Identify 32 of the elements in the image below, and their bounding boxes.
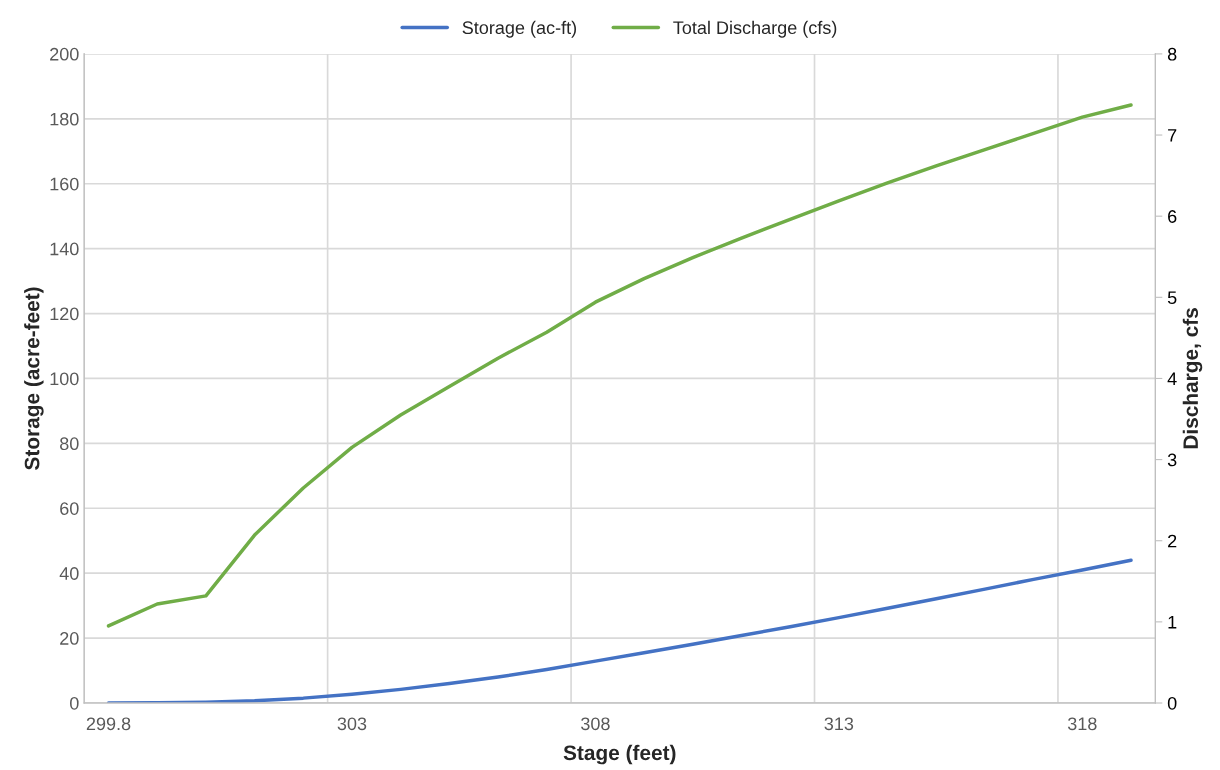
x-tick-label: 299.8 (86, 717, 131, 731)
y-tick-label: 80 (60, 437, 79, 451)
y-tick-label: 160 (50, 177, 79, 191)
y-tick-label: 40 (59, 567, 79, 580)
x-axis-title: Stage (feet) (563, 744, 676, 765)
y2-tick-label: 0 (1167, 696, 1177, 710)
y-tick-label: 180 (50, 112, 79, 126)
x-tick-label: 303 (337, 717, 367, 731)
y2-tick-label: 7 (1168, 129, 1177, 142)
y2-tick-label: 8 (1167, 47, 1177, 61)
y2-tick-label: 3 (1167, 453, 1177, 467)
y-tick-label: 20 (60, 632, 79, 645)
legend-label: Storage (ac-ft) (462, 20, 577, 38)
y-tick-label: 0 (69, 696, 79, 710)
y-axis-title: Storage (acre-feet) (24, 287, 44, 470)
line-series (106, 103, 1133, 628)
y-tick-label: 120 (50, 307, 79, 321)
y2-tick-label: 5 (1167, 291, 1177, 305)
y2-tick-label: 4 (1167, 372, 1177, 385)
y-tick-label: 60 (60, 502, 79, 515)
y2-tick-label: 1 (1168, 615, 1177, 629)
line-series (106, 558, 1133, 704)
y2-axis-title: Discharge, cfs (1182, 308, 1203, 449)
legend-label: Total Discharge (cfs) (673, 20, 837, 38)
y-tick-label: 200 (50, 47, 79, 61)
x-tick-label: 318 (1067, 717, 1097, 731)
y2-tick-label: 6 (1168, 210, 1177, 223)
x-tick-label: 313 (824, 717, 854, 731)
y2-tick-label: 2 (1168, 534, 1177, 548)
x-tick-label: 308 (581, 717, 610, 731)
y-tick-label: 100 (50, 372, 79, 386)
y-tick-label: 140 (50, 242, 79, 256)
